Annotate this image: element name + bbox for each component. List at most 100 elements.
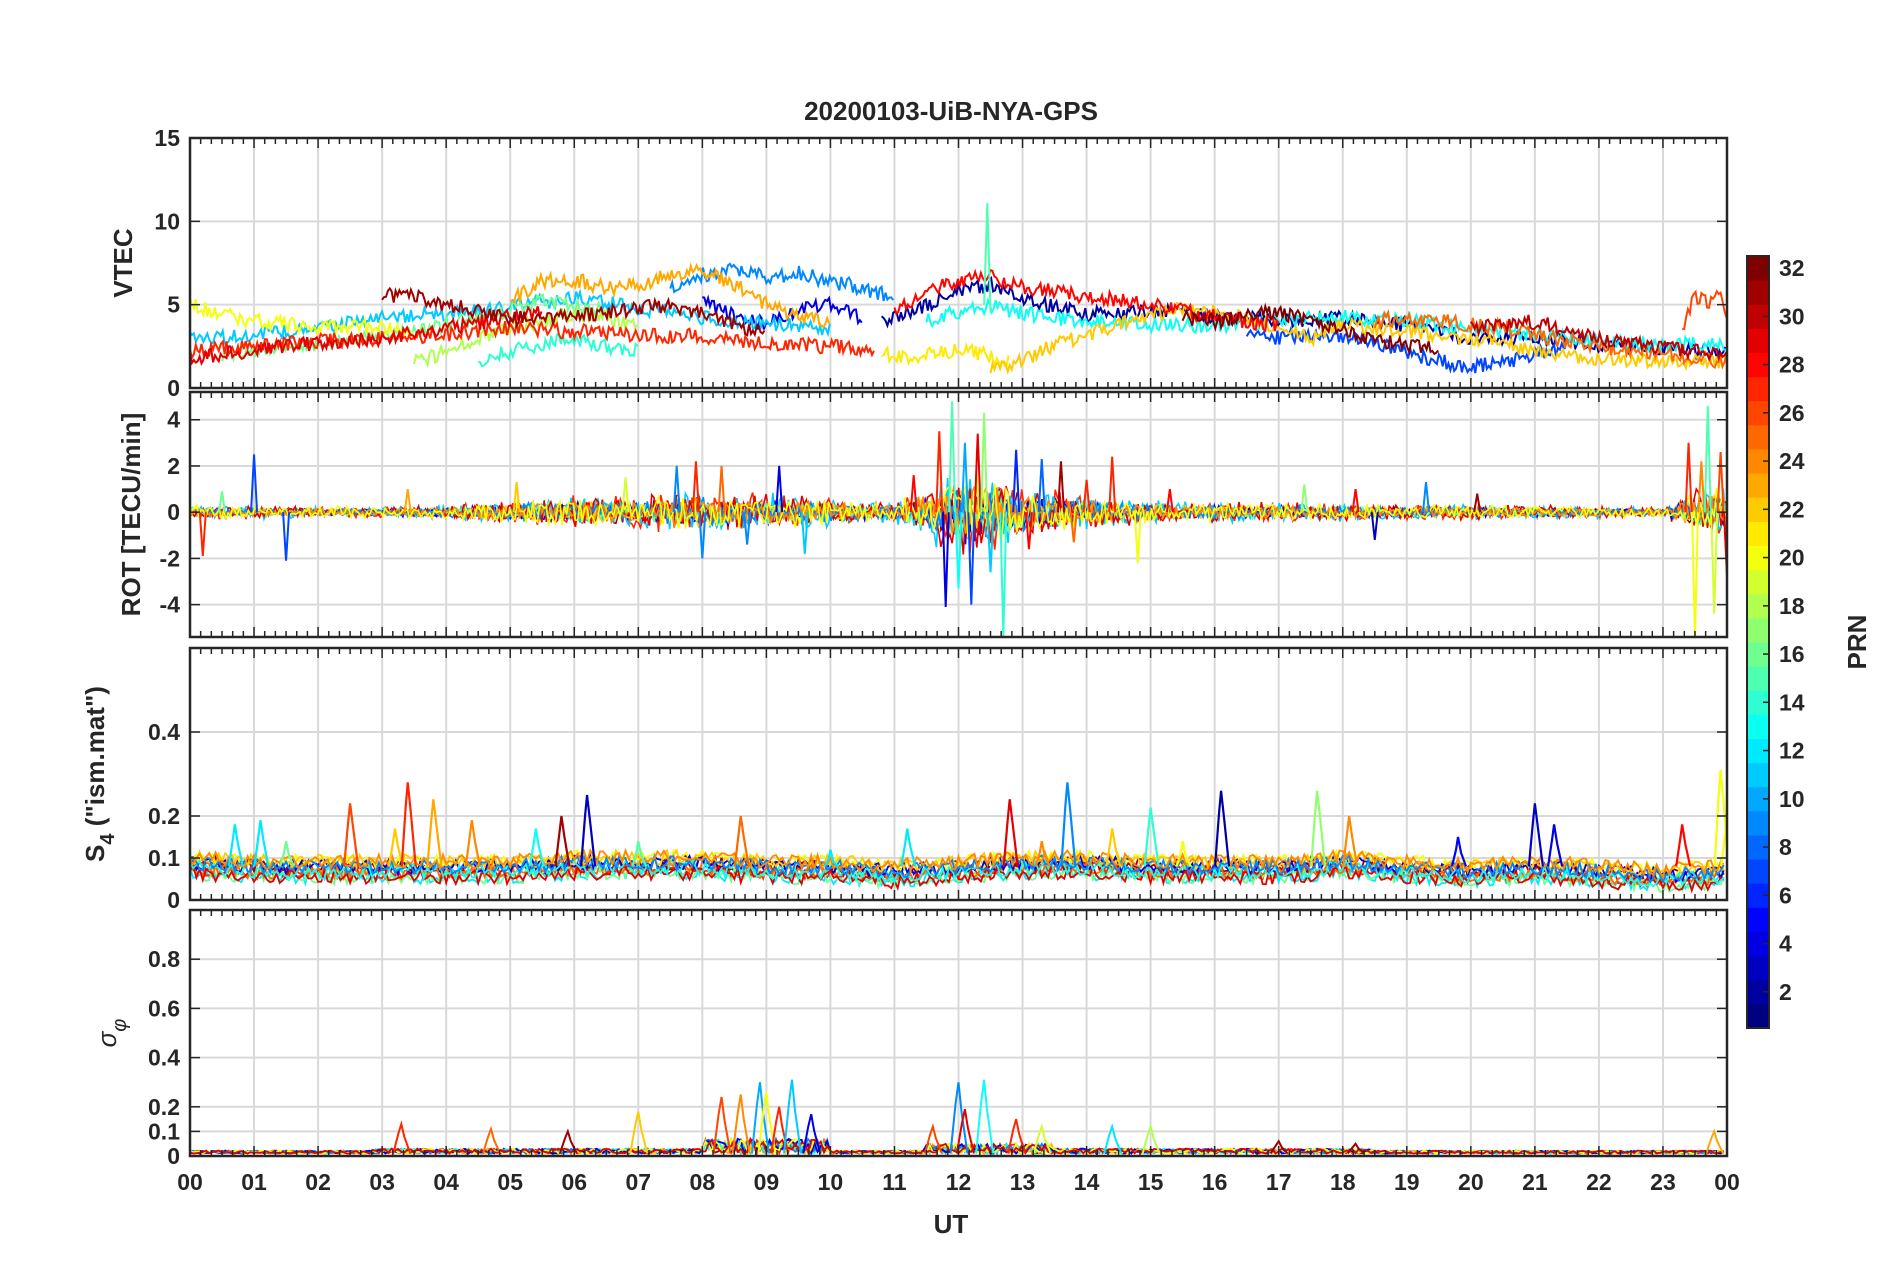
x-tick-label: 09 <box>754 1169 780 1195</box>
panel-3: 0 0.1 0.2 0.4 S4 ("ism.mat") <box>80 646 1729 913</box>
colorbar-swatch <box>1747 424 1769 450</box>
series-prn-31 <box>381 286 766 338</box>
colorbar-tick-label: 28 <box>1779 352 1805 378</box>
sigma-phi-peak <box>558 1128 578 1154</box>
colorbar-swatch <box>1747 931 1769 957</box>
rot-spike <box>1370 512 1379 541</box>
s4-peak <box>426 799 443 867</box>
rot-spike <box>1082 479 1091 513</box>
sigma-phi-peak <box>731 1094 751 1154</box>
colorbar-tick-label: 26 <box>1779 400 1805 426</box>
colorbar-swatch <box>1747 617 1769 643</box>
colorbar-tick-label: 16 <box>1779 641 1805 667</box>
colorbar-swatch <box>1747 1003 1769 1029</box>
colorbar-label: PRN <box>1842 615 1872 670</box>
x-tick-label: 05 <box>497 1169 523 1195</box>
rot-spike <box>1056 461 1065 513</box>
sigma-phi-peak <box>782 1079 802 1154</box>
rot-spike <box>1069 512 1078 543</box>
y-axis-title-sub: 4 <box>97 833 119 845</box>
colorbar-swatch <box>1747 569 1769 595</box>
s4-peak <box>733 815 750 867</box>
sigma-phi-peak <box>1346 1141 1366 1155</box>
x-tick-label: 10 <box>818 1169 844 1195</box>
colorbar-swatch <box>1747 352 1769 378</box>
s4-peak <box>528 828 545 867</box>
s4-peak <box>823 849 840 868</box>
s4-peak <box>227 824 244 867</box>
x-tick-label: 00 <box>1714 1169 1740 1195</box>
colorbar-frame <box>1746 255 1770 1029</box>
s4-peak <box>554 815 571 867</box>
y-tick-label: 0.6 <box>148 995 180 1021</box>
colorbar-tick-label: 14 <box>1779 689 1805 715</box>
colorbar-swatch <box>1747 762 1769 788</box>
rot-spike <box>672 465 681 513</box>
x-tick-label: 21 <box>1522 1169 1548 1195</box>
sigma-phi-peak <box>757 1091 777 1154</box>
x-tick-label: 18 <box>1330 1169 1356 1195</box>
y-axis-title-main: σ <box>92 1030 122 1047</box>
s4-peak <box>579 794 597 867</box>
y-tick-label: -4 <box>160 592 181 618</box>
x-tick-label: 04 <box>433 1169 459 1195</box>
rot-spike <box>1723 512 1727 577</box>
series-prn-25 <box>1373 309 1727 370</box>
rot-spike <box>1690 512 1699 637</box>
series-prn-24 <box>190 486 1727 534</box>
s4-peak <box>1213 790 1231 867</box>
rot-spike <box>1422 482 1430 513</box>
rot-spike <box>1684 442 1693 513</box>
rot-spike <box>941 512 950 607</box>
rot-spike <box>967 512 976 605</box>
x-tick-label: 12 <box>946 1169 972 1195</box>
x-tick-label: 06 <box>561 1169 587 1195</box>
panel-4: 00.10.2 0.4 0.6 0.8 σφ 00 01 02 03 04 05 06 07 08 09 10… <box>92 908 1740 1195</box>
y-tick-label: 15 <box>154 125 180 151</box>
colorbar-tick-label: 32 <box>1779 255 1805 281</box>
colorbar-swatch <box>1747 328 1769 353</box>
rot-spike <box>512 482 521 513</box>
rot-spike <box>999 512 1008 637</box>
series-prn-30 <box>1470 314 1727 362</box>
colorbar-swatch <box>1747 449 1769 474</box>
x-tick-label: 15 <box>1138 1169 1164 1195</box>
y-axis-title: σφ <box>92 1019 131 1048</box>
s4-peak <box>1060 782 1077 867</box>
s4-peak <box>631 840 648 867</box>
series-prn-22 <box>989 301 1727 376</box>
rot-spike <box>1037 458 1046 513</box>
x-tick-label: 13 <box>1010 1169 1036 1195</box>
series-prn-20 <box>190 298 414 341</box>
rot-spike <box>621 477 630 513</box>
series-prn-16 <box>190 862 1725 894</box>
colorbar-tick-label: 8 <box>1779 834 1792 860</box>
colorbar-swatch <box>1747 786 1769 812</box>
series-prn-32 <box>1181 302 1439 356</box>
rot-spike <box>1473 493 1482 513</box>
rot-spike <box>800 512 809 554</box>
colorbar-swatch <box>1747 810 1769 836</box>
sigma-phi-peak <box>1705 1128 1725 1154</box>
sigma-phi-peak <box>802 1113 822 1154</box>
s4-peak <box>1175 840 1192 867</box>
series-prn-13 <box>190 857 1725 888</box>
sigma-phi-peak <box>770 1106 790 1154</box>
sigma-phi-peak <box>955 1109 975 1154</box>
series-prn-21 <box>881 341 1010 368</box>
sigma-phi-peak <box>1141 1122 1161 1154</box>
sigma-phi-peak <box>1032 1122 1052 1154</box>
y-tick-label: 0.2 <box>148 1094 180 1120</box>
rot-spike <box>218 491 227 513</box>
colorbar-tick-label: 12 <box>1779 738 1805 764</box>
sigma-phi-peak <box>482 1125 501 1154</box>
rot-spike <box>973 433 982 513</box>
s4-peak <box>1527 803 1544 867</box>
s4-peak <box>1547 824 1564 867</box>
rot-spike <box>1133 512 1142 564</box>
s4-peak <box>1675 824 1692 867</box>
y-tick-label: 0 <box>167 499 180 525</box>
series-peak <box>983 202 992 314</box>
colorbar-swatch <box>1747 690 1769 715</box>
